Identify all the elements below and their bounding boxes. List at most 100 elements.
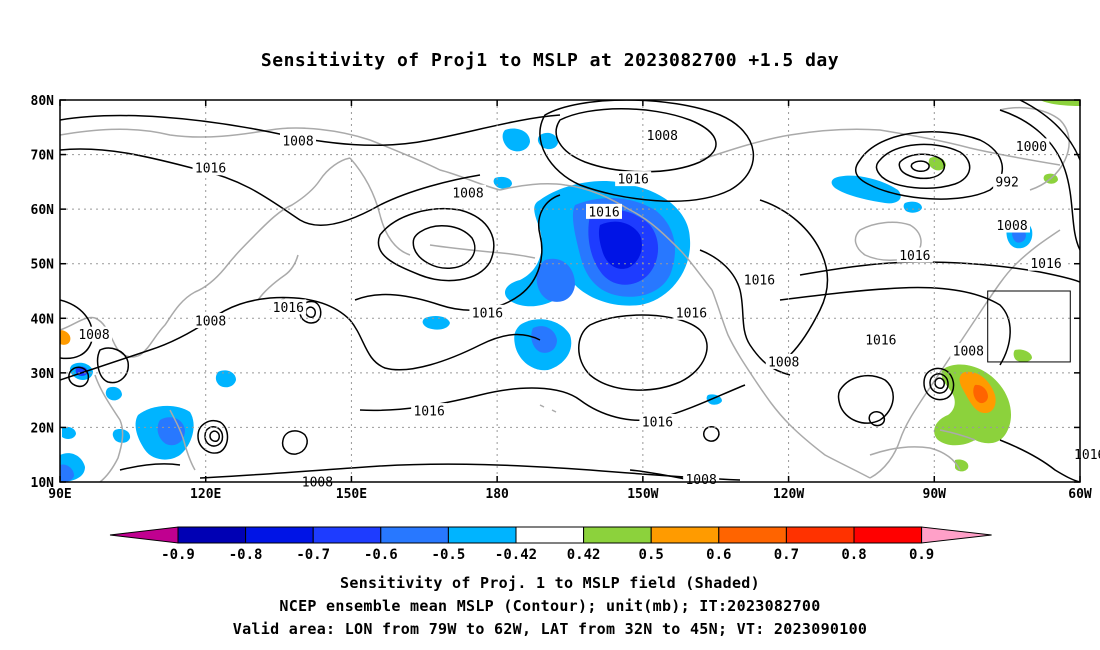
shade-negative-asia-small-2 (215, 370, 236, 388)
lat-tick-label: 60N (31, 203, 55, 218)
contour-hurricane-3 (923, 367, 955, 401)
contour-icelandic-low-4 (910, 160, 930, 172)
grid (60, 100, 1080, 482)
contour-label: 1008 (996, 219, 1027, 234)
map-plot-area (60, 100, 1080, 482)
contour-label-bg (993, 173, 1022, 189)
contour-northeast-1 (999, 109, 1080, 251)
lon-tick-label: 90E (48, 487, 71, 502)
contour-subtropical-high (578, 314, 708, 391)
contour-label: 1008 (685, 473, 716, 488)
contour-label: 992 (995, 175, 1018, 190)
lon-tick-label: 150E (336, 487, 367, 502)
coast-aleutians (429, 244, 536, 259)
shade-negative-south-lobe-core (531, 326, 557, 353)
axes: 90E 120E 150E 180 150W 120W 90W 60W 10N 20N 30N 40N… (31, 94, 1092, 502)
colorbar-label: 0.9 (909, 547, 934, 563)
coast-alaska (499, 183, 713, 291)
contour-hurricane-2 (934, 377, 945, 389)
shade-negative-asia-small-4 (112, 428, 131, 443)
colorbar-segment (177, 526, 247, 544)
colorbar-label: -0.42 (495, 547, 537, 563)
contour-label: 1016 (1074, 448, 1100, 463)
contour-label-bg (765, 353, 802, 369)
contour-label: 1016 (195, 162, 226, 177)
shade-positive-small-east (1013, 349, 1032, 363)
lat-tick-label: 40N (31, 312, 55, 327)
contour-label-bg (586, 203, 622, 219)
colorbar-label: -0.5 (432, 547, 466, 563)
lon-tick-label: 120W (773, 487, 804, 502)
contour-label-bg (411, 403, 448, 419)
contour-label-bg (192, 160, 229, 176)
lat-tick-label: 70N (31, 149, 55, 164)
colorbar-label: 0.7 (774, 547, 799, 563)
contour-label: 1016 (472, 306, 503, 321)
contour-labels: 1008 1016 1008 1008 1016 1016 1016 1008 1008 1016… (76, 127, 1100, 491)
contour-label: 1016 (588, 205, 619, 220)
colorbar-label: 0.42 (567, 547, 601, 563)
contour-gulf-2 (868, 411, 886, 427)
coast-siberia (60, 127, 501, 191)
contour-label: 1008 (195, 315, 226, 330)
colorbar-label: -0.7 (296, 547, 330, 563)
contour-gulf-1 (837, 374, 894, 424)
lon-tick-label: 180 (485, 487, 509, 502)
colorbar-label: -0.9 (161, 547, 195, 563)
contour-icelandic-low-1 (854, 131, 1004, 200)
contour-aleutian-low-inner (412, 225, 476, 269)
contour-icelandic-low-2 (875, 143, 971, 189)
shade-negative-philippine-sea-core (157, 417, 185, 446)
lon-tick-label: 120E (190, 487, 221, 502)
colorbar-segment (785, 526, 855, 544)
shade-negative-asia-small (105, 386, 122, 401)
contour-northeast-2 (1019, 100, 1080, 161)
contour-label-bg (76, 326, 112, 342)
contour-label: 1016 (1030, 257, 1061, 272)
contour-label-bg (270, 299, 307, 315)
contour-label: 1008 (768, 355, 799, 370)
coast-philippines (169, 409, 196, 471)
contour-na-east-2 (799, 261, 1080, 283)
map-frame (59, 99, 1081, 483)
contour-aleutian-low (377, 208, 495, 282)
coast-kamchatka (349, 157, 411, 256)
contour-label: 1008 (302, 476, 333, 491)
contour-1016-west (354, 194, 561, 311)
contour-low-north-pacific-2 (539, 100, 755, 202)
colorbar-low-arrow (109, 526, 179, 544)
contour-label-bg (280, 132, 316, 148)
colorbar-segment (380, 526, 449, 544)
colorbar-label: 0.8 (841, 547, 866, 563)
contour-label-bg (1071, 446, 1100, 462)
colorbar-segment (245, 526, 314, 544)
contour-typhoon-1 (204, 426, 224, 447)
contour-sw-asia (119, 463, 181, 471)
contour-label-bg (1013, 138, 1050, 154)
caption-line-1: Sensitivity of Proj. 1 to MSLP field (Sh… (340, 574, 760, 592)
contour-na-east-1 (759, 199, 829, 356)
colorbar-label: 0.5 (639, 547, 664, 563)
contour-north-1 (60, 114, 561, 147)
shade-negative-hudson (831, 175, 901, 204)
contour-label-bg (644, 127, 681, 143)
colorbar-segment (447, 526, 517, 544)
contour-icelandic-low-3 (898, 153, 946, 180)
shade-negative-small-2 (502, 128, 530, 152)
contour-typhoon-3 (209, 430, 220, 442)
contour-label-bg (639, 413, 676, 429)
contour-label: 1016 (642, 415, 673, 430)
contour-label: 1016 (617, 173, 648, 188)
lat-tick-label: 20N (31, 421, 55, 436)
contour-label-bg (673, 304, 710, 320)
shade-negative-asia-small-3 (62, 426, 76, 439)
shade-negative-south-china-core (60, 464, 74, 482)
colorbar-segment (718, 526, 787, 544)
shade-negative-small-3 (537, 132, 558, 150)
colorbar-segment (583, 526, 652, 544)
caption-line-3: Valid area: LON from 79W to 62W, LAT fro… (232, 620, 868, 638)
contour-west-asia-2 (68, 366, 90, 388)
coast-north-america-west (711, 289, 871, 479)
contour-label-bg (862, 332, 899, 348)
lon-tick-label: 90W (923, 487, 947, 502)
